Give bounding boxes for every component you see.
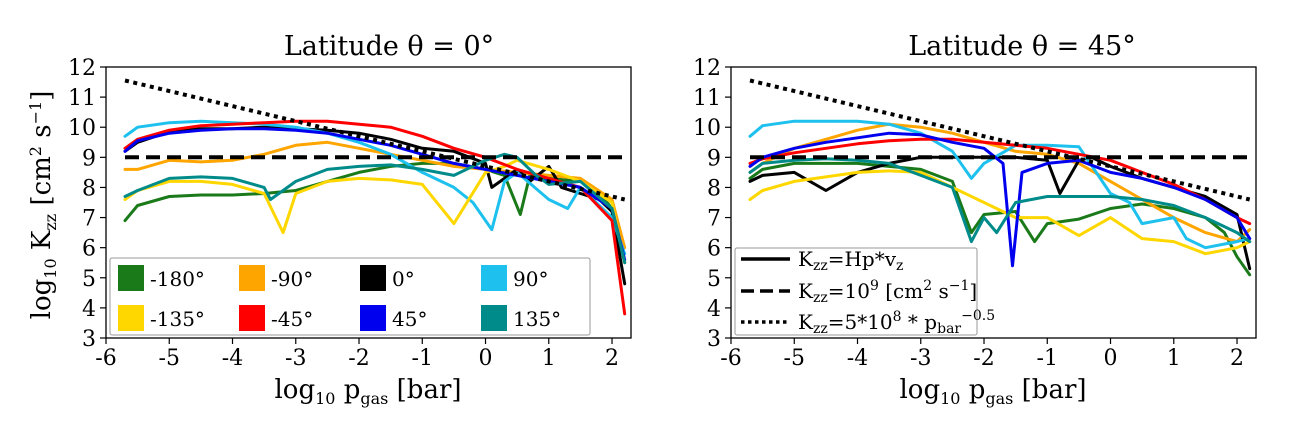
series-line-left-0: [123, 161, 627, 265]
legend-label-1: -90°: [271, 267, 313, 291]
panel-right: Latitude θ = 45° -6 -5 -4 -3 -2 -1 0 1 234567891…: [693, 31, 1257, 408]
y-tick-label-right-6: 9: [707, 146, 721, 171]
y-tick-label-left-0: 3: [82, 327, 96, 352]
legend-left: -180° -90° 0° 90° -135° -45° 45° 135°: [109, 257, 591, 336]
x-axis-label-left: log10 pgas [bar]: [274, 375, 461, 408]
x-tick-label-right-6: 0: [1104, 346, 1118, 371]
series-line-right-4: [748, 169, 1252, 256]
legend-swatch-4: [118, 305, 144, 331]
legend-swatch-7: [481, 305, 507, 331]
y-tick-label-right-8: 11: [693, 86, 721, 111]
y-tick-label-left-4: 7: [82, 207, 96, 232]
series-line-left-7: [123, 152, 627, 265]
y-tick-label-left-3: 6: [82, 237, 96, 262]
x-axis-label-right: log10 pgas [bar]: [899, 375, 1086, 408]
y-tick-label-left-1: 4: [82, 297, 96, 322]
series-line-left-3: [123, 119, 627, 256]
x-tick-label-left-5: -1: [412, 346, 433, 371]
legend-label-2: 0°: [392, 267, 415, 291]
series-group-left: [123, 78, 627, 316]
legend-label-5: -45°: [271, 307, 313, 331]
series-line-left-5: [123, 119, 627, 316]
legend-items-left: -180° -90° 0° 90° -135° -45° 45° 135°: [118, 265, 561, 331]
x-tick-label-left-3: -3: [285, 346, 306, 371]
x-tick-label-right-5: -1: [1037, 346, 1058, 371]
legend-label-hp: Kzz=Hp*vz: [798, 247, 903, 274]
x-tick-label-left-4: -2: [348, 346, 369, 371]
y-tick-label-left-6: 9: [82, 146, 96, 171]
x-tick-label-right-3: -3: [910, 346, 931, 371]
chart-title-right: Latitude θ = 45°: [908, 31, 1136, 62]
y-tick-label-left-5: 8: [82, 176, 96, 201]
legend-swatch-2: [360, 265, 386, 291]
x-tick-label-right-1: -5: [784, 346, 805, 371]
y-tick-label-left-9: 12: [68, 56, 96, 81]
x-tick-label-right-8: 2: [1230, 346, 1244, 371]
legend-label-4: -135°: [150, 307, 205, 331]
legend-label-3: 90°: [513, 267, 548, 291]
y-tick-label-left-2: 5: [82, 267, 96, 292]
legend-swatch-1: [239, 265, 265, 291]
legend-swatch-6: [360, 305, 386, 331]
x-tick-label-right-7: 1: [1167, 346, 1181, 371]
y-tick-label-right-3: 6: [707, 237, 721, 262]
legend-frame-right: [734, 247, 978, 336]
legend-right: Kzz=Hp*vz Kzz=109 [cm2 s−1] Kzz=5*108 * …: [734, 247, 995, 337]
x-tick-label-left-6: 0: [479, 346, 493, 371]
series-line-right-7: [748, 157, 1252, 244]
x-tick-label-left-1: -5: [159, 346, 180, 371]
y-tick-label-right-0: 3: [707, 327, 721, 352]
y-tick-label-left-7: 10: [68, 116, 96, 141]
legend-swatch-3: [481, 265, 507, 291]
x-tick-label-left-8: 2: [605, 346, 619, 371]
ref-line-right-1: [749, 78, 1251, 202]
y-tick-label-right-4: 7: [707, 207, 721, 232]
legend-swatch-5: [239, 305, 265, 331]
x-tick-label-right-0: -6: [720, 346, 741, 371]
panel-left: Latitude θ = 0° -6 -5 -4 -3 -2 -1 0 1 2345678910…: [26, 31, 632, 408]
y-tick-label-right-7: 10: [693, 116, 721, 141]
legend-label-6: 45°: [392, 307, 427, 331]
series-group-right: [748, 78, 1252, 277]
legend-swatch-0: [118, 265, 144, 291]
x-tick-label-right-4: -2: [973, 346, 994, 371]
y-tick-label-right-2: 5: [707, 267, 721, 292]
legend-label-7: 135°: [513, 307, 561, 331]
axes-frame-left: [105, 66, 632, 339]
series-line-right-1: [748, 122, 1252, 244]
ref-line-left-1: [124, 78, 626, 202]
axes-frame-right: [730, 66, 1257, 339]
legend-label-const: Kzz=109 [cm2 s−1]: [798, 278, 977, 306]
legend-frame-left: [109, 257, 591, 336]
x-tick-label-left-7: 1: [542, 346, 556, 371]
y-axis-label-left: log10 Kzz [cm2 s−1]: [26, 91, 60, 320]
y-tick-label-right-9: 12: [693, 56, 721, 81]
y-tick-label-right-1: 4: [707, 297, 721, 322]
x-tick-label-left-0: -6: [95, 346, 116, 371]
legend-label-0: -180°: [150, 267, 205, 291]
series-line-right-5: [748, 137, 1252, 226]
x-tick-label-right-2: -4: [847, 346, 868, 371]
series-line-left-4: [123, 158, 627, 265]
x-tick-label-left-2: -4: [222, 346, 243, 371]
chart-title-left: Latitude θ = 0°: [284, 31, 494, 62]
y-tick-label-left-8: 11: [68, 86, 96, 111]
y-tick-label-right-5: 8: [707, 176, 721, 201]
